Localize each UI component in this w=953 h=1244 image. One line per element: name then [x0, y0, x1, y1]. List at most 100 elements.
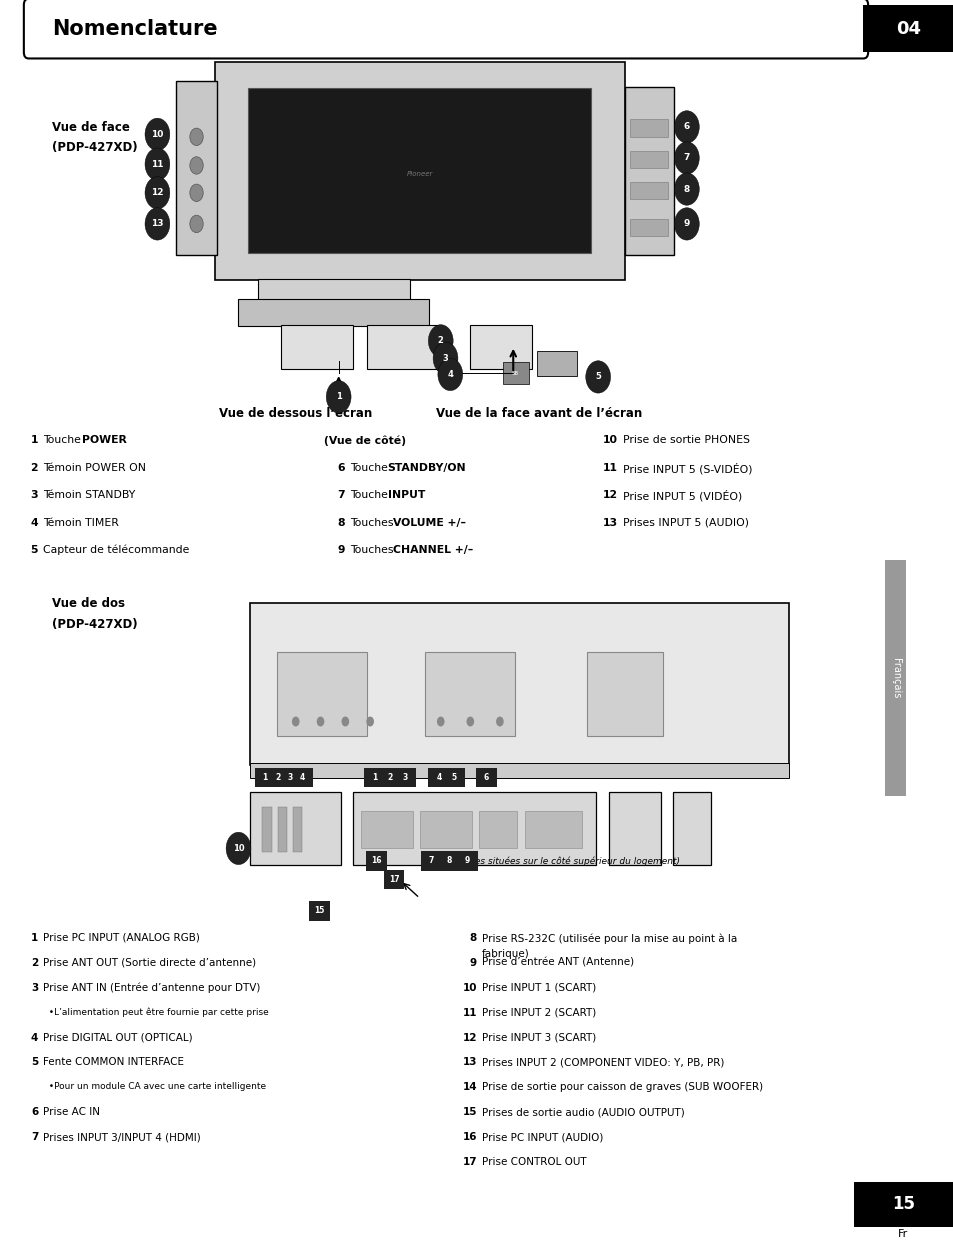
Bar	[395, 768, 416, 787]
Text: Prise de sortie pour caisson de graves (SUB WOOFER): Prise de sortie pour caisson de graves (…	[481, 1082, 762, 1092]
Text: Prises INPUT 3/INPUT 4 (HDMI): Prises INPUT 3/INPUT 4 (HDMI)	[43, 1132, 200, 1142]
Bar	[353, 792, 596, 865]
Text: Fr: Fr	[898, 1229, 907, 1239]
Text: 6: 6	[683, 122, 689, 132]
Circle shape	[496, 717, 503, 726]
Bar	[629, 119, 667, 137]
Text: 1: 1	[262, 773, 268, 782]
Text: Fente COMMON INTERFACE: Fente COMMON INTERFACE	[43, 1057, 184, 1067]
Text: Prise AC IN: Prise AC IN	[43, 1107, 100, 1117]
Bar	[250, 763, 788, 778]
Circle shape	[145, 208, 170, 240]
Text: 6: 6	[337, 463, 345, 473]
Bar	[629, 219, 667, 236]
Bar	[672, 792, 710, 865]
Text: Prise RS-232C (utilisée pour la mise au point à la: Prise RS-232C (utilisée pour la mise au …	[481, 933, 737, 943]
Bar	[279, 768, 300, 787]
Bar	[250, 792, 340, 865]
Text: Vue de dos: Vue de dos	[52, 597, 126, 610]
Text: 4: 4	[299, 773, 305, 782]
Circle shape	[674, 173, 699, 205]
Text: Prise ANT IN (Entrée d’antenne pour DTV): Prise ANT IN (Entrée d’antenne pour DTV)	[43, 983, 260, 993]
Circle shape	[292, 717, 299, 726]
Text: Prise PC INPUT (ANALOG RGB): Prise PC INPUT (ANALOG RGB)	[43, 933, 199, 943]
Text: Prise INPUT 5 (S-VIDÉO): Prise INPUT 5 (S-VIDÉO)	[622, 463, 752, 474]
Bar	[478, 811, 517, 848]
Circle shape	[145, 177, 170, 209]
Text: 2: 2	[274, 773, 280, 782]
Circle shape	[366, 717, 374, 726]
Text: 10: 10	[233, 843, 244, 853]
Bar	[309, 901, 330, 921]
Text: Prise INPUT 3 (SCART): Prise INPUT 3 (SCART)	[481, 1033, 596, 1042]
Text: 10: 10	[602, 435, 618, 445]
Circle shape	[466, 717, 474, 726]
Text: Prises INPUT 5 (AUDIO): Prises INPUT 5 (AUDIO)	[622, 518, 748, 527]
Text: 2: 2	[437, 336, 443, 346]
Bar	[629, 151, 667, 168]
Bar	[853, 1182, 953, 1227]
Text: Témoin TIMER: Témoin TIMER	[43, 518, 119, 527]
Circle shape	[674, 111, 699, 143]
Text: 8: 8	[683, 184, 689, 194]
Bar	[862, 5, 953, 52]
Text: 4: 4	[30, 1033, 38, 1042]
Circle shape	[226, 832, 251, 865]
Text: Prise INPUT 1 (SCART): Prise INPUT 1 (SCART)	[481, 983, 596, 993]
Bar	[624, 87, 674, 255]
Text: 3: 3	[30, 983, 38, 993]
Text: STANDBY/ON: STANDBY/ON	[387, 463, 466, 473]
Text: 7: 7	[428, 856, 434, 866]
Circle shape	[190, 128, 203, 146]
Text: fabrique): fabrique)	[481, 949, 529, 959]
Text: •L’alimentation peut être fournie par cette prise: •L’alimentation peut être fournie par ce…	[43, 1008, 269, 1018]
Text: 11: 11	[462, 1008, 476, 1018]
Bar	[366, 851, 387, 871]
Text: 15: 15	[891, 1195, 914, 1213]
Bar	[360, 811, 413, 848]
Text: 5: 5	[30, 1057, 38, 1067]
Circle shape	[190, 184, 203, 202]
Text: 8: 8	[469, 933, 476, 943]
Text: 10: 10	[462, 983, 476, 993]
Text: Pioneer: Pioneer	[406, 172, 433, 177]
Bar	[267, 768, 288, 787]
Text: 13: 13	[151, 219, 164, 229]
Text: 1: 1	[335, 392, 341, 402]
Bar	[428, 768, 449, 787]
Bar	[281, 325, 353, 369]
Text: 5: 5	[451, 773, 456, 782]
Text: 6: 6	[30, 1107, 38, 1117]
Bar	[379, 768, 400, 787]
Text: 3: 3	[30, 490, 38, 500]
Bar	[277, 807, 287, 852]
Text: 4: 4	[447, 369, 453, 379]
Text: 9: 9	[464, 856, 470, 866]
Text: SB: SB	[511, 371, 518, 376]
Text: 1: 1	[30, 435, 38, 445]
Text: 15: 15	[462, 1107, 476, 1117]
Text: INPUT: INPUT	[387, 490, 424, 500]
Text: Capteur de télécommande: Capteur de télécommande	[43, 545, 189, 555]
Bar	[238, 299, 429, 326]
Text: Touches: Touches	[350, 518, 396, 527]
Bar	[214, 62, 624, 280]
Text: 10: 10	[152, 129, 163, 139]
Text: (PDP-427XD): (PDP-427XD)	[52, 141, 138, 153]
Text: Prise CONTROL OUT: Prise CONTROL OUT	[481, 1157, 586, 1167]
Text: (Vue de côté): (Vue de côté)	[324, 435, 406, 445]
Text: Touche: Touche	[350, 463, 391, 473]
Bar	[586, 652, 662, 736]
Text: 2: 2	[30, 463, 38, 473]
Text: Nomenclature: Nomenclature	[52, 19, 218, 39]
Text: 12: 12	[602, 490, 618, 500]
Text: 16: 16	[371, 856, 382, 866]
Text: 1: 1	[372, 773, 377, 782]
Bar	[470, 325, 532, 369]
Text: Vue de dessous l’écran: Vue de dessous l’écran	[219, 407, 372, 419]
Circle shape	[437, 358, 462, 391]
Bar	[293, 807, 302, 852]
Text: POWER: POWER	[82, 435, 127, 445]
Text: 7: 7	[30, 1132, 38, 1142]
Text: 17: 17	[462, 1157, 476, 1167]
